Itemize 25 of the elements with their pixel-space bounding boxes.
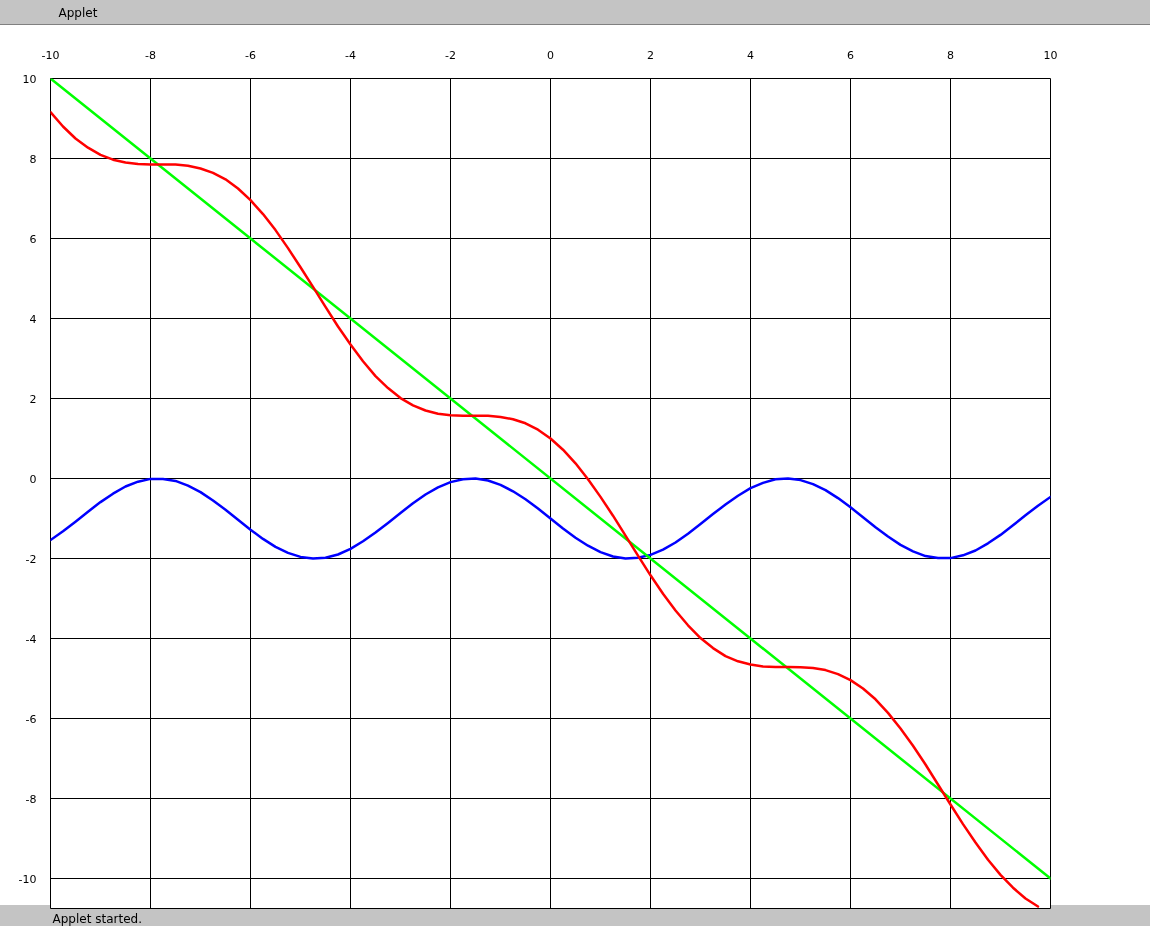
y-tick-label: 4	[29, 312, 37, 326]
x-tick-label: -10	[41, 48, 60, 62]
y-tick-label: -4	[25, 632, 37, 646]
line-series	[50, 477, 1051, 560]
y-tick-label: -8	[25, 792, 37, 806]
x-tick-label: 2	[647, 48, 654, 62]
x-tick-label: 10	[1043, 48, 1058, 62]
x-tick-label: 0	[547, 48, 554, 62]
y-tick-label: 6	[29, 232, 37, 246]
x-tick-label: -4	[345, 48, 356, 62]
y-tick-label: 10	[22, 72, 37, 86]
y-tick-label: 2	[29, 392, 37, 406]
y-tick-label: -10	[18, 872, 37, 886]
y-tick-label: 8	[29, 152, 37, 166]
y-tick-label: 0	[29, 472, 37, 486]
x-tick-label: -8	[145, 48, 156, 62]
x-tick-label: 4	[747, 48, 754, 62]
x-tick-label: 6	[847, 48, 854, 62]
chart-title: Applet	[58, 5, 98, 20]
x-tick-label: -2	[445, 48, 456, 62]
text: Applet started.	[52, 911, 142, 926]
x-tick-label: -6	[245, 48, 256, 62]
x-tick-label: 8	[947, 48, 954, 62]
y-tick-label: -6	[25, 712, 37, 726]
y-tick-label: -2	[25, 552, 37, 566]
